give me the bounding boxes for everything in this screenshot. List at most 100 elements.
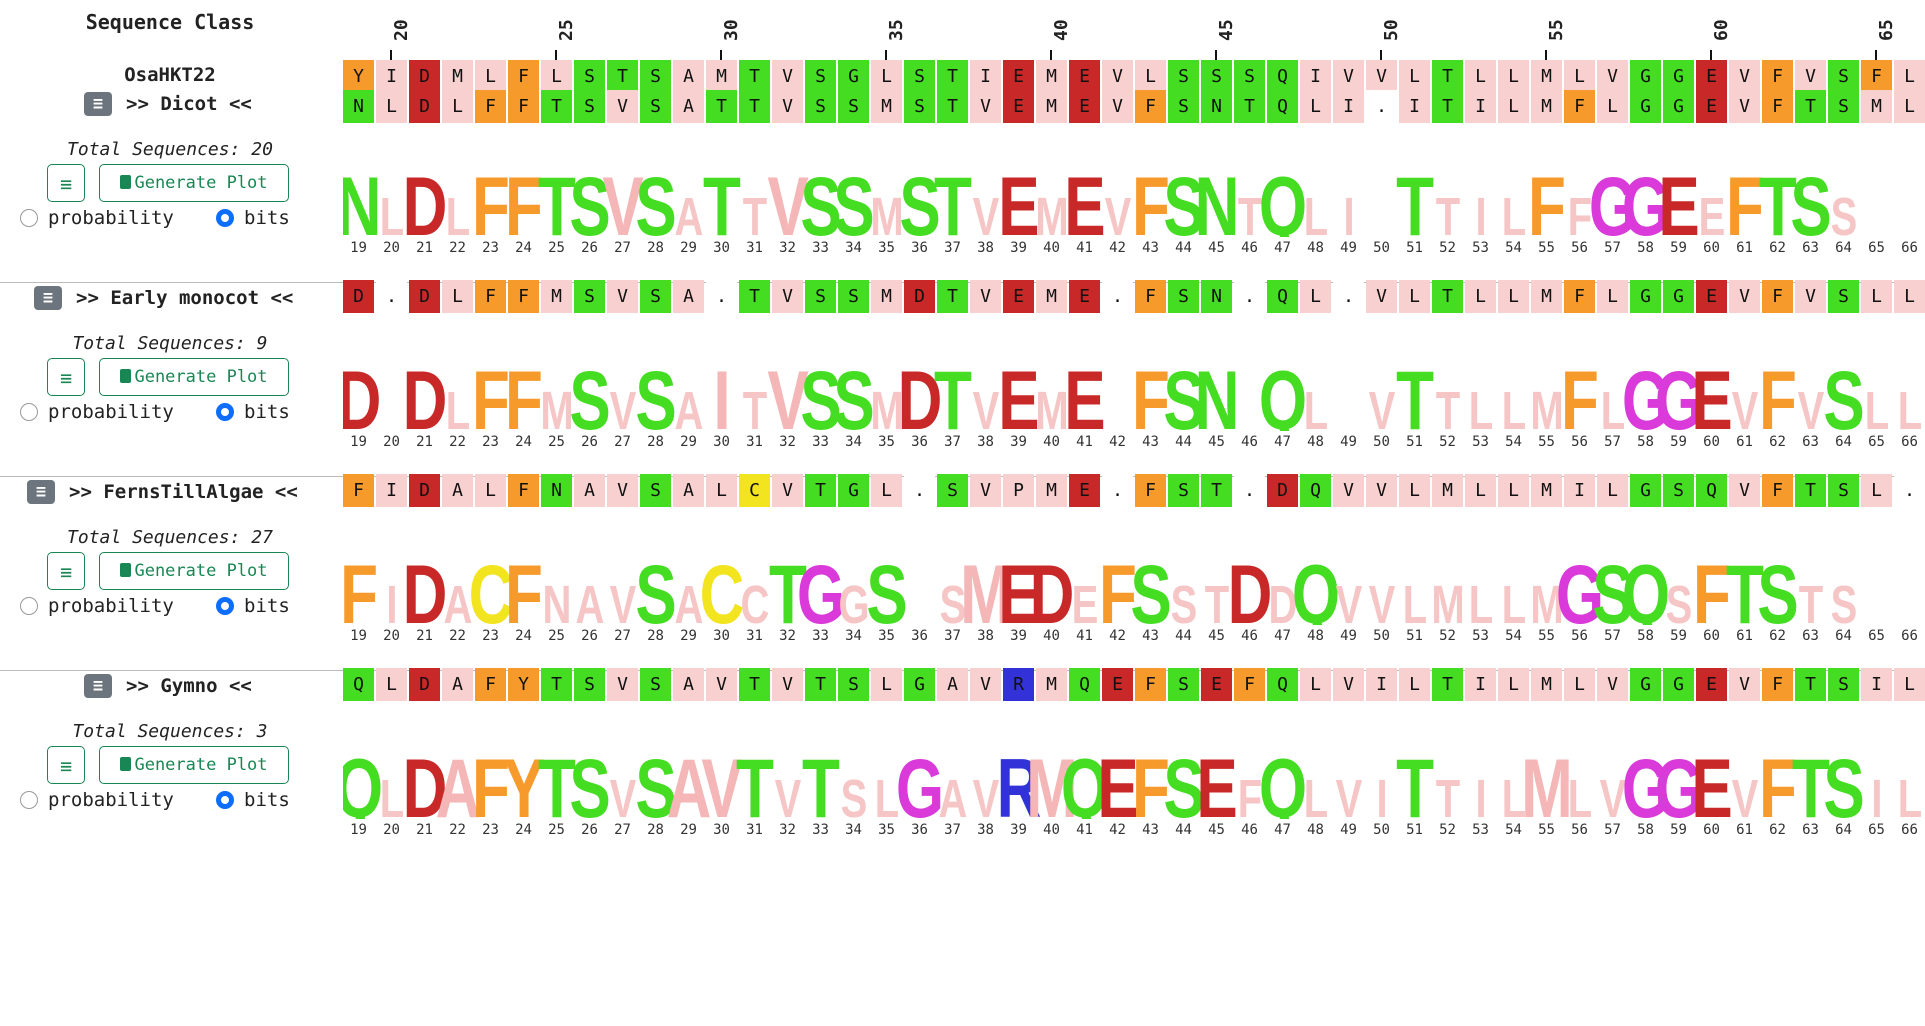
bits-radio[interactable]: bits	[216, 595, 290, 617]
residue-cell: L	[1861, 474, 1892, 507]
generate-plot-button[interactable]: Generate Plot	[99, 552, 289, 590]
probability-radio[interactable]: probability	[20, 401, 174, 423]
ruler-tick-mark	[1710, 50, 1712, 67]
position-label: 51	[1406, 822, 1423, 838]
radio-label: probability	[48, 401, 174, 423]
bits-radio[interactable]: bits	[216, 207, 290, 229]
generate-plot-button[interactable]: Generate Plot	[99, 164, 289, 202]
residue-cell: L	[1894, 668, 1925, 701]
logo-letter: F	[505, 353, 543, 431]
residue-cell: V	[1366, 474, 1397, 507]
residue-cell: G	[1630, 280, 1661, 313]
residue-cell: V	[1597, 60, 1628, 93]
residue-cell: Y	[343, 60, 374, 93]
logo-letter: V	[775, 769, 802, 819]
options-menu-button[interactable]: ≡	[47, 552, 85, 590]
logo-letter: A	[675, 575, 704, 625]
logo-letter: S	[1130, 547, 1171, 625]
residue-cell: A	[673, 280, 704, 313]
ruler-tick-label: 25	[556, 19, 577, 41]
generate-plot-button[interactable]: Generate Plot	[99, 358, 289, 396]
residue-cell: .	[1366, 90, 1397, 123]
logo-letter: E	[1691, 353, 1732, 431]
position-label: 38	[977, 240, 994, 256]
residue-cell: M	[1036, 280, 1067, 313]
residue-cell: E	[1696, 280, 1727, 313]
residue-cell: E	[1696, 90, 1727, 123]
position-label: 19	[350, 434, 367, 450]
residue-cell: L	[442, 280, 473, 313]
logo-letter: L	[1601, 381, 1625, 431]
position-label: 25	[548, 434, 565, 450]
residue-cell: F	[508, 280, 539, 313]
position-label: 62	[1769, 240, 1786, 256]
group-menu-button[interactable]: ≡	[34, 286, 62, 310]
options-menu-button[interactable]: ≡	[47, 746, 85, 784]
residue-cell: F	[1135, 474, 1166, 507]
probability-radio[interactable]: probability	[20, 207, 174, 229]
residue-cell: T	[1432, 280, 1463, 313]
logo-letter: I	[1871, 769, 1882, 819]
radio-circle	[20, 403, 38, 421]
residue-cell: T	[1795, 668, 1826, 701]
position-label: 56	[1571, 434, 1588, 450]
residue-cell: D	[409, 60, 440, 93]
logo-letter: R	[997, 741, 1042, 819]
logo-letter: M	[540, 381, 573, 431]
generate-plot-button[interactable]: Generate Plot	[99, 746, 289, 784]
residue-cell: V	[970, 280, 1001, 313]
probability-radio[interactable]: probability	[20, 595, 174, 617]
logo-letter: E	[998, 353, 1039, 431]
position-label: 57	[1604, 628, 1621, 644]
position-label: 58	[1637, 822, 1654, 838]
logo-letter: T	[538, 741, 576, 819]
residue-cell: .	[1102, 474, 1133, 507]
position-label: 41	[1076, 822, 1093, 838]
residue-cell: L	[1399, 668, 1430, 701]
position-label: 31	[746, 822, 763, 838]
logo-letter: M	[1035, 381, 1068, 431]
logo-letter: I	[1343, 187, 1354, 237]
position-label: 46	[1241, 434, 1258, 450]
position-label: 27	[614, 240, 631, 256]
residue-cell: S	[1201, 60, 1232, 93]
residue-cell: S	[640, 668, 671, 701]
position-label: 23	[482, 434, 499, 450]
options-menu-button[interactable]: ≡	[47, 164, 85, 202]
residue-cell: M	[1531, 668, 1562, 701]
position-label: 30	[713, 434, 730, 450]
bits-radio[interactable]: bits	[216, 789, 290, 811]
position-label: 23	[482, 240, 499, 256]
options-menu-button[interactable]: ≡	[47, 358, 85, 396]
residue-cell: S	[904, 60, 935, 93]
position-label: 26	[581, 822, 598, 838]
position-label: 35	[878, 240, 895, 256]
position-label: 45	[1208, 628, 1225, 644]
logo-letter: F	[1726, 159, 1764, 237]
residue-cell: G	[1630, 668, 1661, 701]
residue-cell: .	[1333, 280, 1364, 313]
residue-cell: A	[673, 60, 704, 93]
position-label: 19	[350, 628, 367, 644]
position-label: 45	[1208, 822, 1225, 838]
logo-letter: S	[833, 353, 874, 431]
logo-letter: T	[1396, 353, 1434, 431]
logo-letter: C	[741, 575, 770, 625]
group-menu-button[interactable]: ≡	[84, 92, 112, 116]
residue-cell: F	[1762, 90, 1793, 123]
residue-cell: I	[970, 60, 1001, 93]
position-label: 62	[1769, 822, 1786, 838]
position-label: 33	[812, 628, 829, 644]
group-header: ≡ >> Dicot <<	[84, 92, 252, 116]
logo-letter: T	[1205, 575, 1229, 625]
logo-letter: T	[743, 187, 767, 237]
group-menu-button[interactable]: ≡	[84, 674, 112, 698]
logo-letter: M	[960, 547, 1012, 625]
ruler-tick-label: 30	[721, 19, 742, 41]
residue-cell: S	[838, 668, 869, 701]
probability-radio[interactable]: probability	[20, 789, 174, 811]
logo-letter: V	[1336, 575, 1363, 625]
bits-radio[interactable]: bits	[216, 401, 290, 423]
group-menu-button[interactable]: ≡	[27, 480, 55, 504]
logo-letter: F	[1568, 187, 1592, 237]
